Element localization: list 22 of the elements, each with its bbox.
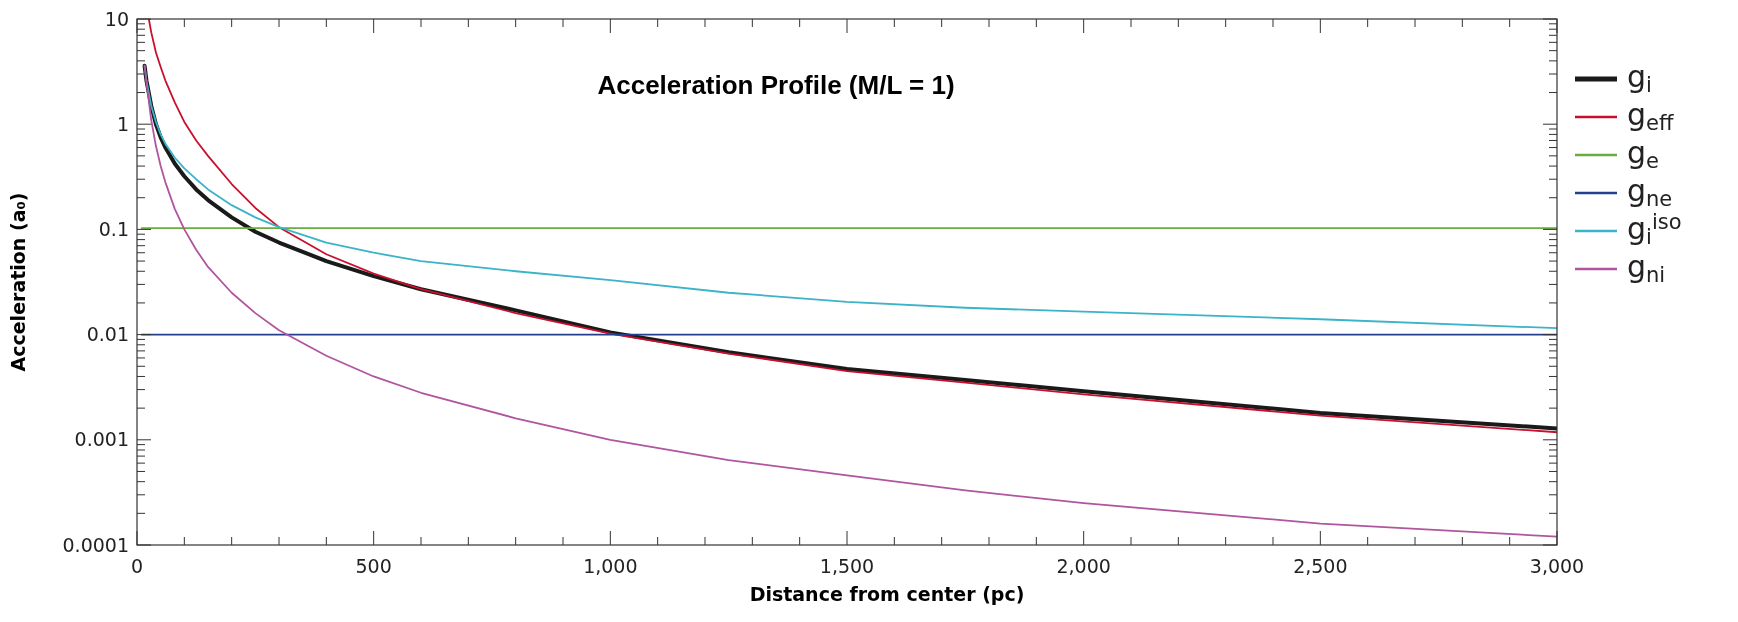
y-tick-label: 0.0001 — [62, 533, 129, 556]
x-tick-label: 1,500 — [819, 555, 875, 577]
x-tick-label: 0 — [130, 555, 144, 577]
y-tick-label: 10 — [104, 7, 129, 30]
legend-label: g$_{i}$ — [1627, 59, 1652, 98]
x-tick-label: 1,000 — [583, 555, 638, 577]
line-series — [143, 64, 1557, 538]
x-tick-label: 500 — [355, 555, 392, 577]
y-tick-label: 0.01 — [86, 323, 129, 346]
legend-label: g$_{ni}$ — [1627, 249, 1666, 288]
legend-label: g$_{eff}$ — [1627, 97, 1674, 136]
x-axis-title: Distance from center (pc) — [749, 583, 1025, 605]
legend-label: g$_{e}$ — [1627, 135, 1659, 174]
y-tick-label: 0.1 — [98, 218, 129, 241]
legend-label: g$_{ne}$ — [1627, 173, 1673, 212]
x-tick-label: 2,500 — [1293, 555, 1348, 577]
x-tick-label: 2,000 — [1056, 555, 1111, 577]
x-tick-label: 3,000 — [1529, 555, 1585, 577]
y-tick-label: 0.001 — [74, 428, 129, 451]
text: Acceleration Profile (M/L = 1) — [597, 70, 955, 100]
y-tick-label: 1 — [116, 112, 129, 135]
y-axis-title: Acceleration (a₀) — [7, 192, 29, 372]
